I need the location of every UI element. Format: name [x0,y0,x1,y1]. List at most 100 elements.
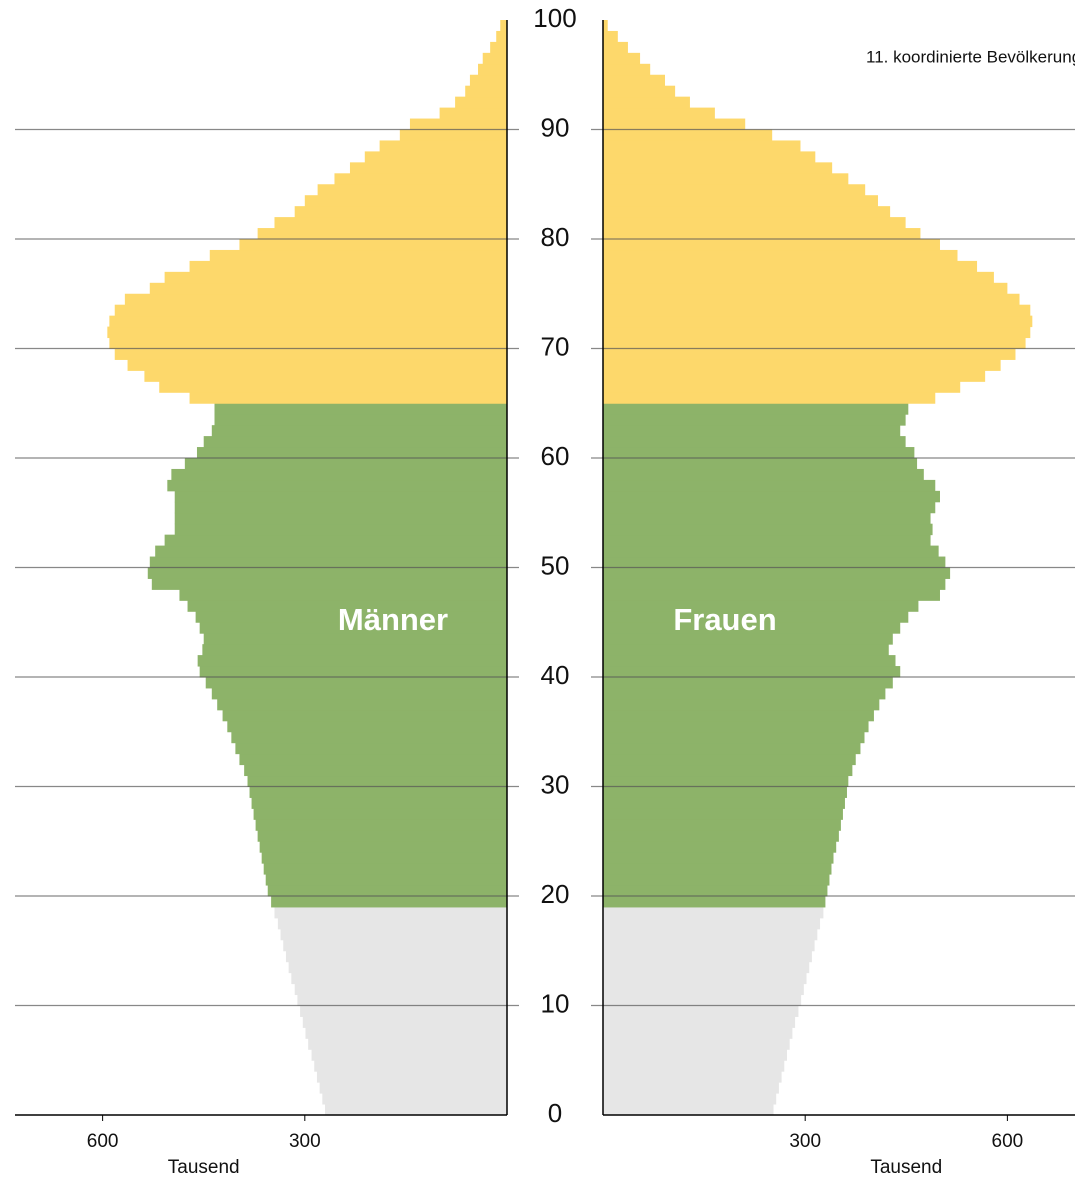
bar [334,173,507,185]
bar [316,1071,507,1083]
bar [603,1071,782,1083]
y-tick-label: 10 [541,988,570,1018]
bar [267,885,507,897]
x-tick-label: 300 [289,1131,321,1152]
bar [277,917,507,930]
bar [603,195,878,207]
bar [147,567,508,579]
bar [202,644,507,656]
bar [255,819,507,831]
bar [107,326,508,339]
bar [319,1082,507,1094]
bar [490,41,507,54]
bar [257,228,507,240]
bar [217,698,508,711]
bar [603,655,896,667]
bar [179,589,507,601]
bar [214,414,507,426]
bar [288,961,507,974]
bar [603,337,1026,349]
bar [239,239,508,251]
bar [300,1005,507,1017]
bar [603,775,849,787]
bar [603,1104,774,1116]
bar [603,830,839,842]
bar [603,972,807,985]
bar [603,808,843,820]
bar [603,1082,779,1094]
bar [603,545,939,558]
bar [603,228,921,240]
bar [603,162,833,174]
bar [603,370,986,382]
bar [251,797,507,809]
bar [465,85,507,98]
bar [231,731,507,744]
bar [325,1104,507,1116]
bar [496,30,507,43]
bar [167,479,507,492]
bar [603,950,812,963]
bar [114,348,507,360]
bar [297,994,507,1006]
x-tick-label: 600 [87,1131,119,1152]
bar [603,479,936,492]
bar [322,1093,507,1105]
bar [239,753,508,766]
y-tick-label: 100 [533,3,576,33]
bar [603,994,802,1006]
bar [603,239,940,251]
bar [244,764,507,777]
bar [294,983,507,996]
bar [603,271,994,284]
bar [603,20,608,32]
bar [174,512,507,525]
bar [205,677,507,689]
bar [149,282,507,295]
bar [189,392,507,404]
bar [249,786,507,798]
bar [603,359,1001,371]
bar [603,41,628,54]
bar [265,874,507,886]
bar [603,687,886,700]
bar [603,885,828,897]
bar [171,468,508,481]
bar [603,52,641,65]
bar [184,458,507,470]
bar [603,140,801,152]
bar [109,337,507,349]
bar [603,512,931,525]
bar [174,490,507,503]
y-tick-label: 60 [541,441,570,471]
bar [222,709,507,722]
bar [603,96,690,109]
bar [603,85,676,98]
bar [603,206,891,218]
y-tick-label: 70 [541,331,570,361]
bar [203,436,507,448]
bar [603,282,1008,295]
bar [603,501,936,514]
bar [603,578,946,590]
bar [304,195,507,207]
bar [209,249,507,262]
bar [603,983,804,996]
bar [603,118,746,130]
bar [603,326,1031,339]
bar [253,808,507,820]
bar [164,534,507,547]
bar [263,863,507,875]
y-tick-label: 50 [541,550,570,580]
bar [603,293,1020,306]
bar [603,1005,799,1017]
bar [203,633,507,645]
bar [603,797,845,809]
bar [603,260,978,273]
bar [603,1060,785,1072]
bar [603,534,931,547]
note-title: 11. koordinierte Bevölkerungsvorausberec… [866,47,1075,66]
bar [603,1038,790,1050]
bar [211,687,508,700]
bar [603,819,841,831]
